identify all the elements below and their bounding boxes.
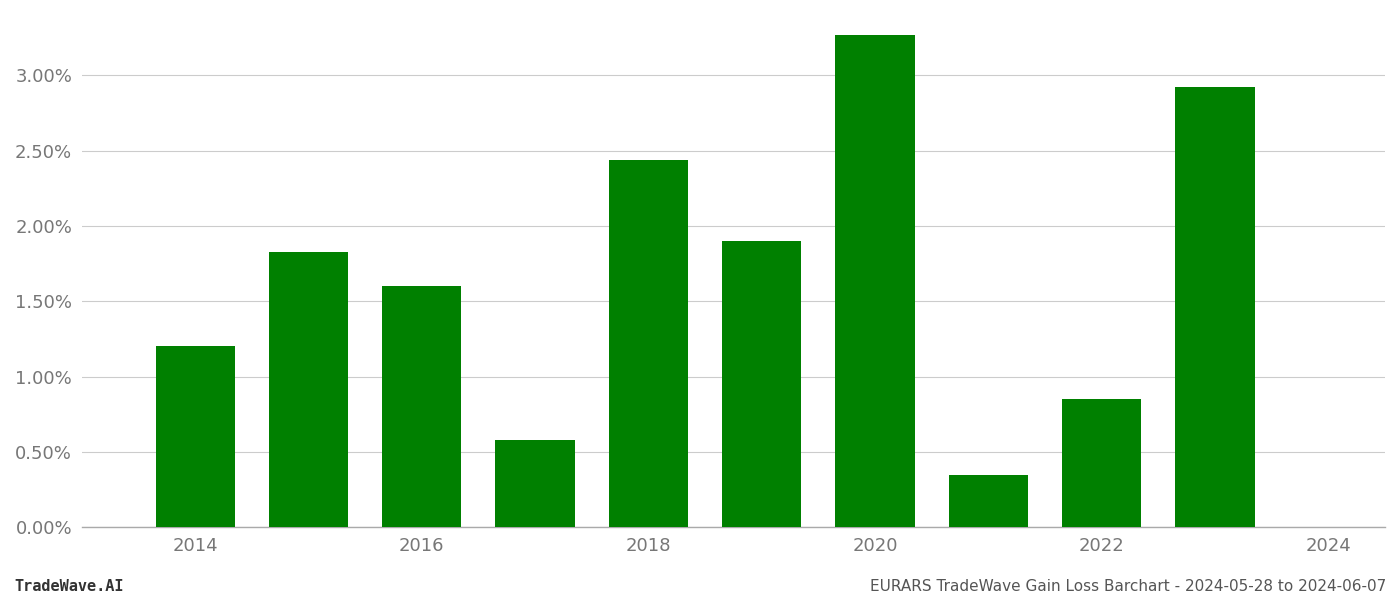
Bar [496,440,575,527]
Bar [1176,88,1254,527]
Bar [155,346,235,527]
Bar [722,241,801,527]
Bar [949,475,1028,527]
Bar [609,160,687,527]
Text: EURARS TradeWave Gain Loss Barchart - 2024-05-28 to 2024-06-07: EURARS TradeWave Gain Loss Barchart - 20… [869,579,1386,594]
Bar [269,251,349,527]
Bar [836,35,914,527]
Bar [1063,399,1141,527]
Text: TradeWave.AI: TradeWave.AI [14,579,123,594]
Bar [382,286,462,527]
